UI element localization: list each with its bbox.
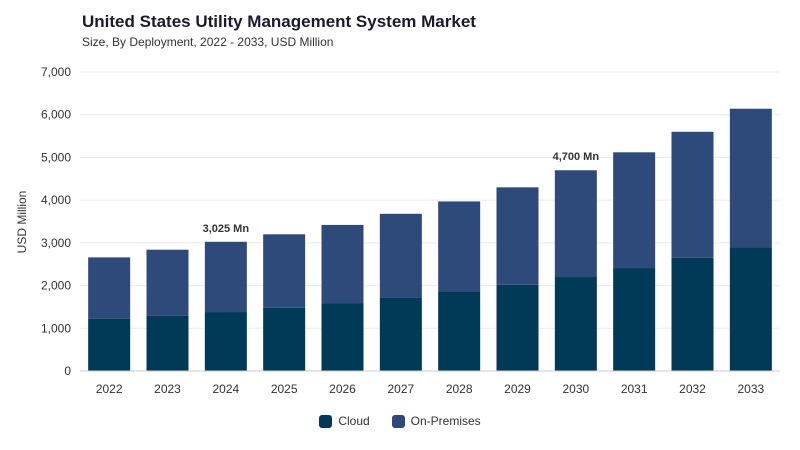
x-axis-ticks: 2022 2023 2024 2025 2026 2027 2028 2029 2030 2031… <box>96 382 765 396</box>
x-tick-label: 2033 <box>737 382 764 396</box>
y-tick-label: 6,000 <box>41 108 71 122</box>
legend: Cloud On-Premises <box>0 414 800 428</box>
annotations: 3,025 Mn 4,700 Mn <box>203 151 600 235</box>
bars <box>88 108 772 371</box>
bar-cloud-2025[interactable] <box>263 307 306 371</box>
bar-cloud-2031[interactable] <box>613 268 656 371</box>
y-tick-label: 0 <box>64 364 71 378</box>
bar-cloud-2029[interactable] <box>496 284 539 371</box>
annotation-label: 3,025 Mn <box>203 223 250 235</box>
bar-on-premises-2029[interactable] <box>496 187 539 285</box>
legend-label-on-premises: On-Premises <box>410 414 481 428</box>
y-axis-label: USD Million <box>15 191 29 254</box>
y-tick-label: 5,000 <box>41 150 71 164</box>
x-tick-label: 2023 <box>154 382 181 396</box>
bar-cloud-2027[interactable] <box>379 297 422 371</box>
y-axis-ticks: 0 1,000 2,000 3,000 4,000 5,000 6,000 7,000 <box>41 65 71 378</box>
x-tick-label: 2024 <box>212 382 239 396</box>
grid-lines <box>80 71 780 329</box>
y-tick-label: 3,000 <box>41 236 71 250</box>
x-tick-label: 2027 <box>387 382 414 396</box>
y-tick-label: 7,000 <box>41 65 71 79</box>
bar-cloud-2022[interactable] <box>88 318 131 371</box>
x-tick-label: 2026 <box>329 382 356 396</box>
bar-cloud-2030[interactable] <box>554 277 597 371</box>
bar-on-premises-2022[interactable] <box>88 257 131 319</box>
bar-on-premises-2023[interactable] <box>146 249 189 316</box>
chart-subtitle: Size, By Deployment, 2022 - 2033, USD Mi… <box>82 35 334 49</box>
legend-item-on-premises[interactable]: On-Premises <box>391 414 481 428</box>
bar-chart: 0 1,000 2,000 3,000 4,000 5,000 6,000 7,000 202… <box>15 65 780 396</box>
bar-on-premises-2025[interactable] <box>263 234 306 308</box>
x-tick-label: 2028 <box>446 382 473 396</box>
y-tick-label: 2,000 <box>41 279 71 293</box>
x-tick-label: 2025 <box>271 382 298 396</box>
x-tick-label: 2022 <box>96 382 123 396</box>
bar-on-premises-2027[interactable] <box>379 213 422 298</box>
bar-on-premises-2026[interactable] <box>321 224 364 304</box>
bar-cloud-2023[interactable] <box>146 315 189 371</box>
legend-swatch-on-premises <box>391 414 405 428</box>
legend-swatch-cloud <box>319 414 333 428</box>
bar-cloud-2028[interactable] <box>438 291 481 371</box>
bar-on-premises-2030[interactable] <box>554 170 597 278</box>
legend-item-cloud[interactable]: Cloud <box>319 414 370 428</box>
annotation-label: 4,700 Mn <box>553 151 600 163</box>
bar-cloud-2026[interactable] <box>321 303 364 371</box>
y-tick-label: 1,000 <box>41 321 71 335</box>
bar-on-premises-2028[interactable] <box>438 201 481 292</box>
legend-label-cloud: Cloud <box>338 414 370 428</box>
y-tick-label: 4,000 <box>41 193 71 207</box>
chart-title: United States Utility Management System … <box>82 12 476 31</box>
bar-cloud-2033[interactable] <box>729 247 772 371</box>
bar-cloud-2024[interactable] <box>204 312 247 371</box>
bar-on-premises-2024[interactable] <box>204 241 247 313</box>
bar-cloud-2032[interactable] <box>671 257 714 371</box>
x-tick-label: 2030 <box>562 382 589 396</box>
x-tick-label: 2029 <box>504 382 531 396</box>
x-tick-label: 2031 <box>621 382 648 396</box>
bar-on-premises-2032[interactable] <box>671 131 714 258</box>
bar-on-premises-2033[interactable] <box>729 108 772 248</box>
x-tick-label: 2032 <box>679 382 706 396</box>
bar-on-premises-2031[interactable] <box>613 152 656 269</box>
